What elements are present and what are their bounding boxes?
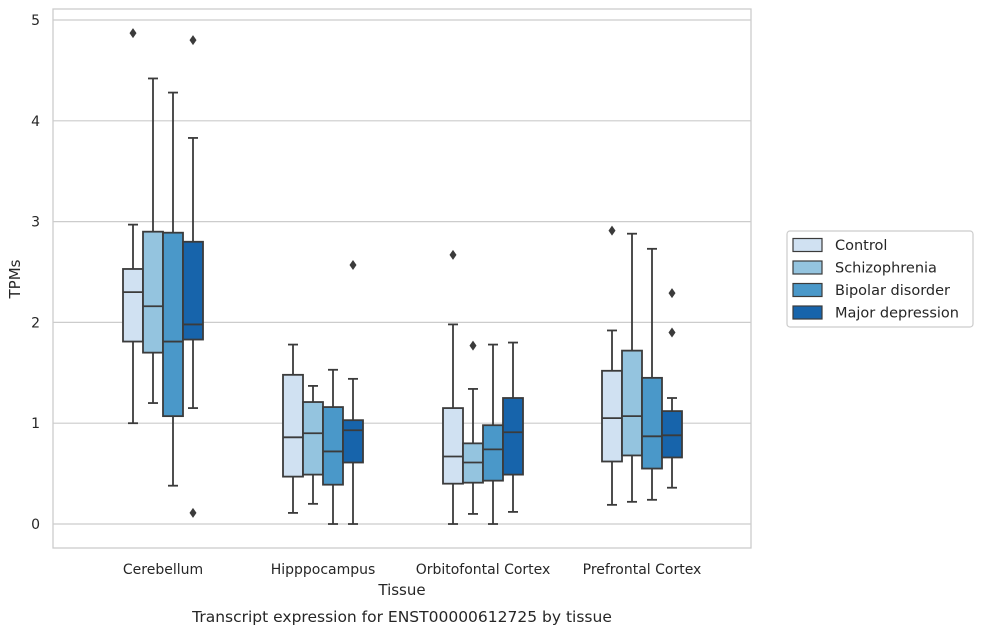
legend-swatch [792,305,823,320]
iqr-box [482,424,504,482]
box-3-0 [601,225,623,506]
y-tick-label: 2 [31,315,40,331]
iqr-box [661,410,683,459]
legend-item: Bipolar disorder [792,282,950,299]
legend-item: Control [792,237,887,254]
box-1-2 [322,368,344,525]
box-3-2 [641,247,663,501]
legend-label: Major depression [835,306,959,322]
legend-frame [786,230,974,328]
iqr-box [162,231,184,418]
iqr-box [122,268,144,343]
outlier-point [349,259,357,270]
box-0-0 [122,28,144,425]
legend-label: Bipolar disorder [835,283,950,299]
y-tick-label: 5 [31,13,40,29]
legend-swatch [792,282,823,298]
legend-swatch [792,237,823,253]
box-1-0 [282,343,304,514]
outlier-point [189,35,197,46]
box-2-2 [482,343,504,525]
box-0-2 [162,91,184,487]
chart-title: Transcript expression for ENST0000061272… [191,608,612,626]
iqr-box [182,240,204,341]
x-tick-labels: Cerebellum Hipppocampus Orbitofontal Corte… [123,562,701,578]
y-tick-label: 3 [31,215,40,231]
box-1-1 [302,385,324,505]
x-tick-label: Orbitofontal Cortex [416,562,551,578]
box-0-3 [182,35,204,518]
y-tick-labels: 0 1 2 3 4 5 [31,13,40,533]
outlier-point [668,327,676,338]
outlier-point [129,28,137,39]
x-axis-label: Tissue [377,581,425,599]
outlier-point [449,249,457,260]
plot-frame [52,8,752,549]
box-0-1 [142,77,164,404]
iqr-box [641,376,663,470]
iqr-box [621,349,643,457]
iqr-box [601,369,623,463]
outlier-point [668,288,676,299]
box-2-0 [442,249,464,525]
iqr-box [322,406,344,486]
box-2-1 [462,340,484,515]
legend: Control Schizophrenia Bipolar disorder Majo… [786,230,974,328]
box-plot-series [122,28,683,525]
box-2-3 [502,341,524,513]
y-tick-label: 1 [31,416,40,432]
x-tick-label: Cerebellum [123,562,203,578]
legend-item: Schizophrenia [792,260,937,277]
iqr-box [302,401,324,476]
legend-swatch [792,260,823,275]
outlier-point [189,507,197,518]
x-tick-label: Hipppocampus [271,562,376,578]
box-3-1 [621,232,643,503]
legend-item: Major depression [792,305,959,322]
box-3-3 [661,288,683,489]
y-tick-label: 4 [31,114,40,130]
iqr-box [142,230,164,354]
iqr-box [342,419,364,464]
box-1-3 [342,259,364,525]
x-tick-label: Prefrontal Cortex [583,562,702,578]
y-axis-label: TPMs [6,259,24,299]
outlier-point [608,225,616,236]
y-tick-label: 0 [31,517,40,533]
legend-label: Control [835,238,887,254]
iqr-box [502,397,524,476]
outlier-point [469,340,477,351]
iqr-box [282,373,304,478]
iqr-box [442,407,464,485]
legend-label: Schizophrenia [835,261,937,277]
